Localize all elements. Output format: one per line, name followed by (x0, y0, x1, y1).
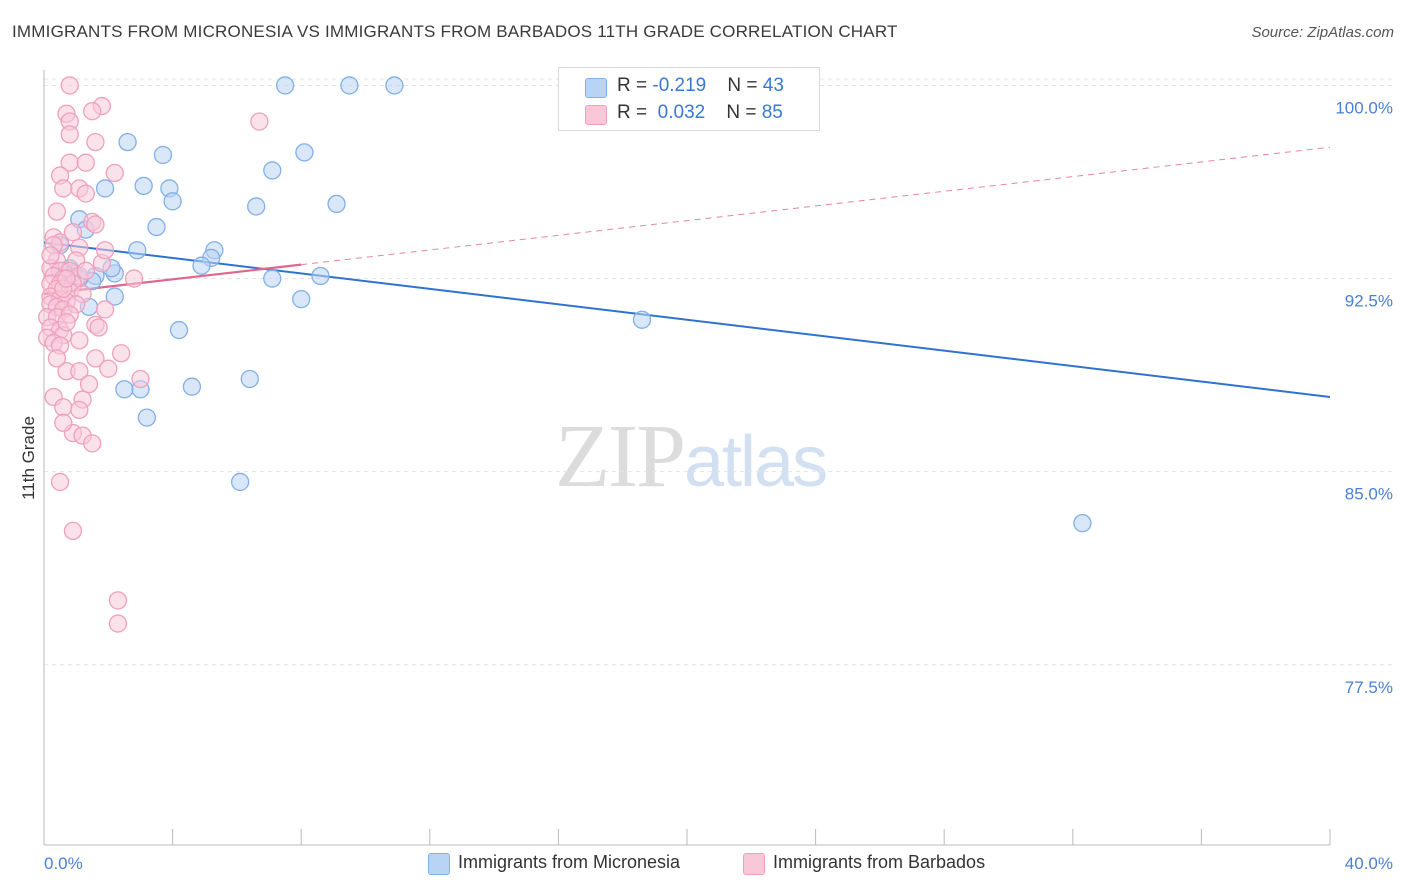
data-point (57, 313, 76, 332)
series-barbados-points (38, 76, 269, 633)
data-point (99, 359, 118, 378)
bottom-legend-label-barbados: Immigrants from Barbados (773, 852, 986, 872)
data-point (105, 287, 124, 306)
y-tick-label: 100.0% (1335, 98, 1393, 117)
y-tick-label: 92.5% (1345, 292, 1393, 311)
stats-legend: R = -0.219 N = 43 R = 0.032 N = 85 (558, 67, 820, 131)
data-point (83, 434, 102, 453)
data-point (112, 344, 131, 363)
bottom-legend-swatch-blue (428, 853, 450, 875)
data-point (95, 300, 115, 319)
data-point (54, 398, 73, 417)
data-point (76, 184, 95, 203)
legend-r-label: R = (617, 102, 653, 123)
data-point (95, 179, 115, 198)
data-point (108, 591, 128, 610)
legend-swatch-pink (585, 105, 607, 125)
data-point (247, 197, 266, 216)
data-point (70, 400, 89, 420)
legend-n-label: N = (726, 102, 762, 123)
data-point (50, 472, 70, 492)
data-point (41, 246, 60, 265)
axes (43, 70, 1331, 846)
series-micronesia-points (50, 76, 1092, 533)
data-point (108, 614, 128, 633)
legend-r-value-barbados: 0.032 (657, 102, 706, 123)
data-point (63, 223, 83, 242)
legend-n-label: N = (727, 75, 763, 96)
y-tick-label: 77.5% (1345, 678, 1393, 697)
legend-n-value-micronesia: 43 (762, 75, 784, 96)
data-point (230, 472, 250, 492)
legend-r-value-micronesia: -0.219 (652, 75, 707, 96)
data-point (275, 76, 295, 95)
data-point (1073, 514, 1092, 533)
data-point (54, 179, 73, 198)
data-point (70, 362, 89, 381)
data-point (60, 76, 79, 95)
watermark: ZIPatlas (555, 405, 828, 508)
data-point (134, 176, 153, 196)
data-point (632, 310, 652, 329)
trend-line-pink-extension (301, 146, 1331, 266)
bottom-legend-swatch-pink (743, 853, 765, 875)
data-point (327, 194, 346, 214)
data-point (147, 217, 166, 237)
data-point (153, 145, 173, 165)
data-point (311, 266, 330, 286)
data-point (89, 318, 108, 337)
data-point (263, 161, 282, 180)
data-point (163, 192, 182, 211)
data-point (385, 76, 404, 95)
data-point (182, 377, 202, 396)
y-tick-label: 85.0% (1345, 485, 1393, 504)
data-point (128, 241, 147, 260)
data-point (340, 76, 359, 95)
data-point (47, 202, 67, 221)
data-point (57, 269, 76, 288)
data-point (76, 153, 95, 172)
bottom-legend-label-micronesia: Immigrants from Micronesia (458, 852, 681, 872)
data-point (263, 269, 282, 288)
x-tick-label-min: 0.0% (44, 854, 83, 873)
x-tick-label-max: 40.0% (1345, 854, 1393, 873)
y-axis-label: 11th Grade (19, 416, 38, 500)
data-point (118, 132, 137, 152)
data-point (292, 290, 311, 309)
data-point (86, 349, 105, 368)
data-point (70, 331, 89, 350)
data-point (240, 369, 259, 389)
legend-n-value-barbados: 85 (761, 102, 783, 123)
data-point (131, 369, 150, 389)
data-point (54, 413, 73, 432)
trend-line-blue (43, 241, 1331, 398)
data-point (47, 349, 67, 368)
data-point (63, 521, 83, 541)
data-point (95, 241, 115, 260)
tick-labels: 77.5% 85.0% 92.5% 100.0% 0.0% 40.0% 11th Grade (19, 98, 1393, 873)
data-point (83, 102, 102, 121)
legend-swatch-blue (585, 78, 607, 98)
data-point (60, 125, 79, 144)
data-point (124, 269, 144, 288)
data-point (250, 112, 269, 131)
data-point (105, 163, 124, 183)
legend-r-label: R = (617, 75, 653, 96)
data-point (295, 143, 314, 162)
data-point (192, 256, 211, 275)
data-point (115, 380, 134, 399)
source-label: Source: ZipAtlas.com (1251, 24, 1394, 41)
data-point (79, 374, 99, 394)
trend-lines (43, 146, 1331, 398)
data-point (86, 132, 105, 152)
watermark-atlas: atlas (684, 422, 828, 502)
data-point (86, 215, 105, 234)
chart-title: IMMIGRANTS FROM MICRONESIA VS IMMIGRANTS… (12, 22, 898, 41)
data-point (169, 320, 189, 340)
watermark-zip: ZIP (555, 407, 686, 506)
data-point (76, 261, 95, 280)
data-point (137, 408, 157, 427)
